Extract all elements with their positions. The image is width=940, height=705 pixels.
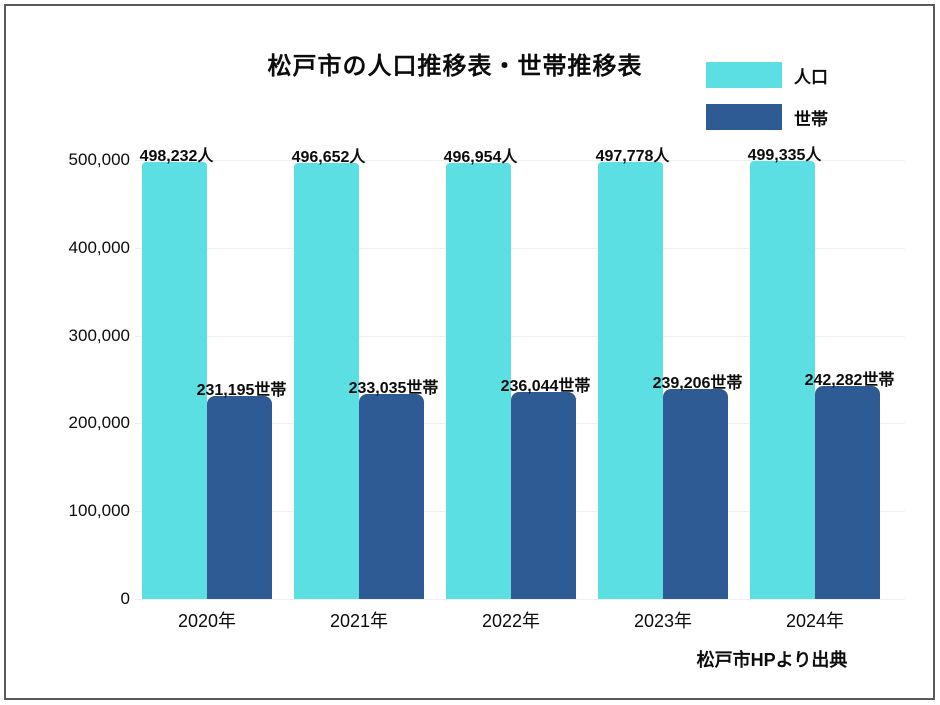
bar-households-2022年 bbox=[511, 391, 576, 599]
x-axis-tick-label-2023年: 2023年 bbox=[633, 611, 693, 631]
chart-title: 松戸市の人口推移表・世帯推移表 bbox=[267, 53, 643, 80]
legend-label-households: 世帯 bbox=[794, 109, 828, 129]
y-axis-tick-label: 300,000 bbox=[68, 326, 130, 345]
y-axis-tick-label: 200,000 bbox=[68, 413, 130, 432]
bar-households-2020年 bbox=[207, 396, 272, 599]
data-label-households-2022年: 236,044世帯 bbox=[500, 377, 591, 395]
data-label-households-2020年: 231,195世帯 bbox=[196, 382, 287, 399]
data-label-households-2023年: 239,206世帯 bbox=[652, 374, 743, 392]
data-label-population-2020年: 498,232人 bbox=[139, 147, 214, 165]
bar-population-2021年 bbox=[294, 162, 359, 599]
data-label-population-2023年: 497,778人 bbox=[595, 147, 670, 165]
y-axis-tick-label: 400,000 bbox=[68, 238, 130, 257]
legend-item-households: 世帯 bbox=[706, 104, 828, 130]
gridline-400,000 bbox=[135, 248, 905, 249]
source-note: 松戸市HPより出典 bbox=[696, 650, 848, 670]
data-label-population-2024年: 499,335人 bbox=[747, 146, 822, 164]
bar-population-2020年 bbox=[142, 161, 207, 599]
data-label-households-2024年: 242,282世帯 bbox=[804, 372, 895, 390]
bar-population-2024年 bbox=[750, 160, 815, 599]
x-axis-tick-label-2024年: 2024年 bbox=[785, 611, 845, 631]
legend-swatch-households bbox=[706, 104, 782, 130]
legend-item-population: 人口 bbox=[706, 62, 828, 88]
y-axis-tick-label: 500,000 bbox=[68, 150, 130, 169]
data-label-population-2021年: 496,652人 bbox=[291, 148, 366, 166]
bar-population-2023年 bbox=[598, 161, 663, 599]
bar-households-2024年 bbox=[815, 386, 880, 599]
x-axis-tick-label-2021年: 2021年 bbox=[329, 611, 389, 631]
data-label-households-2021年: 233,035世帯 bbox=[348, 380, 439, 398]
gridline-0 bbox=[135, 599, 905, 600]
gridline-500,000 bbox=[135, 160, 905, 161]
data-label-population-2022年: 496,954人 bbox=[443, 148, 518, 166]
y-axis-tick-label: 100,000 bbox=[68, 501, 130, 520]
y-axis-tick-label: 0 bbox=[120, 589, 130, 608]
x-axis-tick-label-2022年: 2022年 bbox=[481, 611, 541, 631]
bar-households-2021年 bbox=[359, 394, 424, 599]
x-axis-tick-label-2020年: 2020年 bbox=[177, 611, 237, 631]
gridline-300,000 bbox=[135, 336, 905, 337]
legend-label-population: 人口 bbox=[794, 67, 828, 87]
bar-population-2022年 bbox=[446, 162, 511, 599]
legend: 人口 世帯 bbox=[706, 62, 828, 146]
bar-households-2023年 bbox=[663, 388, 728, 599]
legend-swatch-population bbox=[706, 62, 782, 88]
